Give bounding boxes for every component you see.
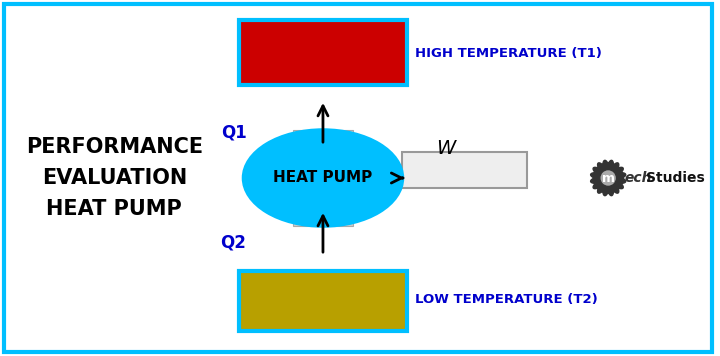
Text: LOW TEMPERATURE (T2): LOW TEMPERATURE (T2) — [415, 293, 598, 307]
Text: Q2: Q2 — [220, 234, 246, 252]
Text: HIGH TEMPERATURE (T1): HIGH TEMPERATURE (T1) — [415, 47, 602, 59]
Bar — [238, 20, 408, 85]
Bar — [238, 271, 408, 331]
Text: PERFORMANCE
EVALUATION
HEAT PUMP: PERFORMANCE EVALUATION HEAT PUMP — [26, 137, 203, 219]
Ellipse shape — [243, 130, 402, 226]
Bar — [293, 130, 353, 226]
Ellipse shape — [600, 169, 616, 187]
Text: m: m — [602, 172, 615, 184]
Text: Studies: Studies — [646, 171, 705, 185]
Polygon shape — [590, 160, 626, 196]
Text: $W$: $W$ — [436, 139, 458, 158]
Text: ech: ech — [624, 171, 652, 185]
Bar — [402, 152, 527, 188]
Text: Q1: Q1 — [221, 124, 246, 142]
Text: HEAT PUMP: HEAT PUMP — [274, 171, 372, 185]
